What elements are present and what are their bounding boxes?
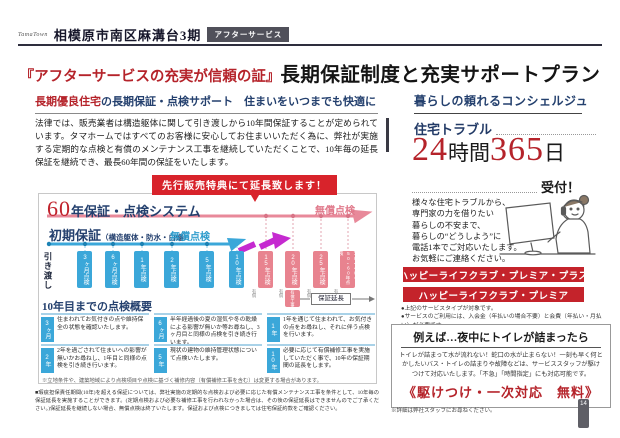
header: TamaTown 相模原市南区麻溝台3期 アフターサービス <box>18 25 290 44</box>
paid-mark: 有償 <box>279 289 284 298</box>
page-number-badge: 14 <box>578 399 589 428</box>
initial-warranty-label: 初期保証（構造躯体・防水・白蟻） <box>49 225 191 245</box>
detail-note: ※詳細は弊社スタッフにお尋ねください。 <box>391 408 496 414</box>
days-365: 365 <box>490 131 544 168</box>
inspection-item: 3ヶ月 住まわれてお気付きの点や維持保全の状態を確認いたします。 <box>41 313 149 342</box>
vertical-rule <box>386 118 389 152</box>
paid-mark: 有償 <box>252 289 257 298</box>
diagram-note: ※立地条件や、建築地域により点検項目や点検に基づく補修内容（有償補修工事を含む）… <box>42 378 322 384</box>
page-title: 『アフターサービスの充実が信頼の証』長期保証制度と充実サポートプラン <box>0 58 620 87</box>
inspection-item: 1年 1年を通じて住まわれて、お気付きの点をお尋ねし、それに伴う点検を行います。 <box>267 313 375 342</box>
diagram-title-text: 年保証・点検システム <box>71 204 201 219</box>
trouble-row: 住宅トラブル <box>414 119 596 138</box>
inspection-label: 3ヶ月 <box>41 317 54 342</box>
brand-logo: TamaTown <box>18 31 48 38</box>
warranty-extension-box: 保証延長 <box>311 293 351 305</box>
pink-arrowhead <box>351 209 373 224</box>
title-quote: 『アフターサービスの充実が信頼の証』 <box>19 69 281 85</box>
after-service-badge: アフターサービス <box>207 27 290 42</box>
happy-life-club-premier-banner: ハッピーライフクラブ・プレミア <box>403 287 584 302</box>
timeline-point: 2年点検 <box>164 251 179 288</box>
inspection-item: 5年 現状の建物の維持管理状態について点検いたします。 <box>154 344 262 373</box>
description-line: 電話1本でご対応いたします。 <box>412 243 522 253</box>
left-section-heading: 長期優良住宅の長期保証・点検サポート 住まいをいつまでも快適に <box>35 93 378 114</box>
header-rule <box>18 44 602 46</box>
timeline-point: 10年点検 <box>229 251 244 288</box>
reception-row: 受付！ <box>412 177 580 196</box>
timeline-point: 5年点検 <box>199 251 214 288</box>
timeline-point: 3ヶ月点検 <box>77 251 92 288</box>
free-inspection-pink-label: 無償点検 <box>315 206 355 217</box>
concierge-heading: 暮らしの頼れるコンシェルジュ <box>414 92 588 114</box>
inspection-label: 10年 <box>267 348 280 373</box>
inspection-item: 6ヶ月 半年経過後の夏の湿気や冬の乾燥による影響が無いか等お尋ねし、3ヶ月目と同… <box>154 313 262 346</box>
handover-label: 引き渡し <box>43 252 53 290</box>
diagram-title-number: 60 <box>47 196 71 221</box>
inspection-text: 2年を過ごされて住まいへの影響が無いかお尋ねし、1年目と同様の点検を引き続き行い… <box>57 348 147 370</box>
free-inspection-blue-label: 無償点検 <box>170 232 210 243</box>
paid-mark: 有償 <box>307 289 312 298</box>
description-line: 暮らしの不安まで、 <box>412 220 486 230</box>
extension-arrow <box>237 241 257 254</box>
description-line: お気軽にご連絡ください。 <box>412 254 511 264</box>
timeline-point: 15年点検 <box>258 251 273 288</box>
timeline-point: 20年点検 <box>285 251 300 288</box>
timeline-point: 25年点検 <box>313 251 328 288</box>
presale-benefit-callout: 先行販売特典にて延長致します！ <box>152 175 337 195</box>
hours-banner: 24時間365日 <box>412 131 565 169</box>
inspection-overview-heading: 10年目までの点検概要 <box>42 301 152 313</box>
timeline-graphics <box>46 209 375 302</box>
blue-arrowhead <box>226 237 247 252</box>
inspection-text: 1年を通じて住まわれて、お気付きの点をお尋ねし、それに伴う点検を行います。 <box>283 317 373 339</box>
dotted-leader <box>412 192 537 193</box>
warranty-footnote: ■瑕疵担保責任期間(10年)を超える保証については、弊社実施の定期的な点検および… <box>35 390 379 413</box>
heading-rest: の長期保証・点検サポート 住まいをいつまでも快適に <box>101 96 376 108</box>
inspection-item: 10年 必要に応じて有償補修工事を実施していただく事で、10年の保証期間の延長を… <box>267 344 375 373</box>
inspection-text: 現状の建物の維持管理状態について点検いたします。 <box>170 348 257 362</box>
inspection-text: 必要に応じて有償補修工事を実施していただく事で、10年の保証期間の延長をします。 <box>283 348 370 370</box>
heading-highlight: 長期優良住宅 <box>35 96 101 108</box>
warranty-description: 法律では、販売業者は構造躯体に関して引き渡しから10年間保証することが定められて… <box>35 118 378 167</box>
days-unit: 日 <box>544 141 565 165</box>
inspection-label: 5年 <box>154 348 167 373</box>
title-main: 長期保証制度と充実サポートプラン <box>280 65 601 86</box>
inspection-overview-grid: 3ヶ月 住まわれてお気付きの点や維持保全の状態を確認いたします。 6ヶ月 半年経… <box>41 313 375 373</box>
example-box: 例えば…夜中にトイレが詰まったら トイレが詰まって水が流れない！蛇口の水が止まら… <box>391 324 611 408</box>
hours-24: 24 <box>412 131 448 168</box>
initial-warranty-sub: （構造躯体・防水・白蟻） <box>101 233 192 242</box>
reception-label: 受付！ <box>540 180 580 195</box>
inspection-label: 1年 <box>267 317 280 342</box>
timeline-point: 6ヶ月点検 <box>105 251 120 288</box>
inspection-text: 住まわれてお気付きの点や維持保全の状態を確認いたします。 <box>57 317 144 331</box>
callout-pointer <box>248 190 262 209</box>
operator-illustration <box>499 194 596 256</box>
happy-life-club-premier-plus-banner: ハッピーライフクラブ・プレミア・プラス <box>403 267 584 282</box>
warranty-timeline-diagram: 60年保証・点検システム 無償点検 初期保証（構造躯体・防水・白蟻） 無償点検 … <box>38 193 377 384</box>
initial-warranty-text: 初期保証 <box>49 228 102 243</box>
description-line: 専門家の力を借りたい <box>412 209 494 219</box>
inspection-label: 2年 <box>41 348 54 373</box>
trouble-label: 住宅トラブル <box>414 122 493 137</box>
inspection-label: 6ヶ月 <box>154 317 167 342</box>
service-bullet: ●上記のサービスタイプが対象です。 <box>401 306 497 312</box>
dotted-leader <box>496 134 596 135</box>
free-response-label: 《駆けつけ・一次対応 無料》 <box>402 384 599 400</box>
concierge-description: 様々な住宅トラブルから、 専門家の力を借りたい 暮らしの不安まで、 暮らしの“ど… <box>412 197 542 265</box>
hours-unit: 時間 <box>448 141 490 165</box>
timeline-point: 1年点検 <box>134 251 149 288</box>
description-line: 暮らしの“どうしよう”に <box>412 231 502 241</box>
inspection-item: 2年 2年を過ごされて住まいへの影響が無いかお尋ねし、1年目と同様の点検を引き続… <box>41 344 149 373</box>
paid-work-box: 有償工事 <box>285 290 300 307</box>
inspection-text: 半年経過後の夏の湿気や冬の乾燥による影響が無いか等お尋ねし、3ヶ月目と同様の点検… <box>170 317 260 346</box>
timeline-point: 30・40・50・60年点検 <box>339 251 358 288</box>
example-title: 例えば…夜中にトイレが詰まったら <box>401 329 601 348</box>
project-title: 相模原市南区麻溝台3期 <box>53 28 202 43</box>
description-line: 様々な住宅トラブルから、 <box>412 198 511 207</box>
diagram-title: 60年保証・点検システム <box>47 196 201 222</box>
example-body: トイレが詰まって水が流れない！蛇口の水が止まらない！一刻も早く何とかしたいバス・… <box>399 352 603 378</box>
